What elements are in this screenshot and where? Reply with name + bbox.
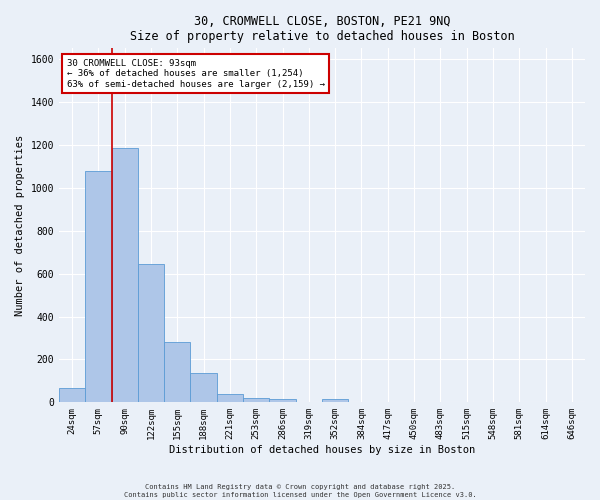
Bar: [190, 374, 217, 402]
Bar: [59, 388, 85, 402]
Bar: [217, 394, 243, 402]
Text: Contains HM Land Registry data © Crown copyright and database right 2025.
Contai: Contains HM Land Registry data © Crown c…: [124, 484, 476, 498]
Bar: [112, 148, 138, 403]
Title: 30, CROMWELL CLOSE, BOSTON, PE21 9NQ
Size of property relative to detached house: 30, CROMWELL CLOSE, BOSTON, PE21 9NQ Siz…: [130, 15, 514, 43]
Bar: [243, 398, 269, 402]
Bar: [138, 264, 164, 402]
Text: 30 CROMWELL CLOSE: 93sqm
← 36% of detached houses are smaller (1,254)
63% of sem: 30 CROMWELL CLOSE: 93sqm ← 36% of detach…: [67, 59, 325, 89]
Y-axis label: Number of detached properties: Number of detached properties: [15, 134, 25, 316]
Bar: [164, 342, 190, 402]
Bar: [322, 399, 348, 402]
Bar: [85, 170, 112, 402]
X-axis label: Distribution of detached houses by size in Boston: Distribution of detached houses by size …: [169, 445, 475, 455]
Bar: [269, 399, 296, 402]
